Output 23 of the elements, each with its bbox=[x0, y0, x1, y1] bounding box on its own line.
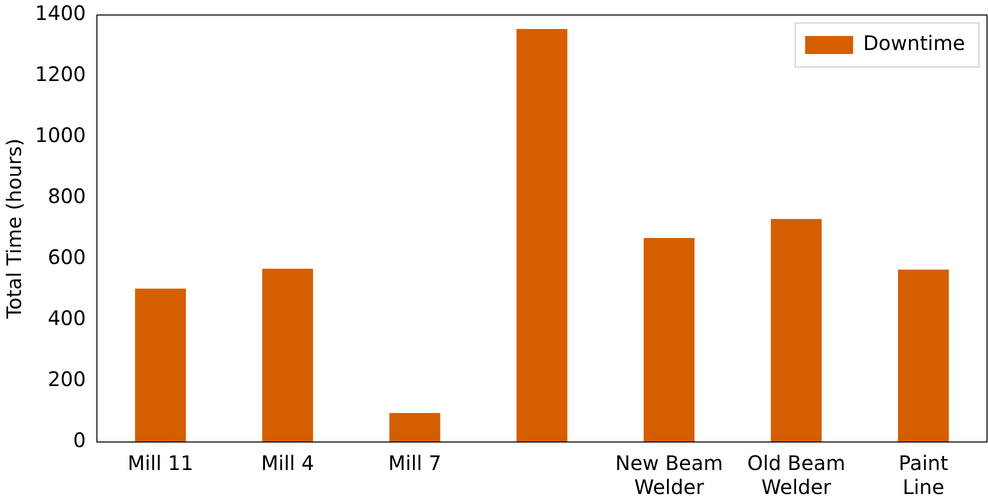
y-tick-label: 800 bbox=[48, 184, 86, 208]
bar bbox=[898, 270, 949, 442]
x-tick-label: Mill 11 bbox=[128, 451, 194, 476]
bar bbox=[262, 268, 314, 442]
bar bbox=[516, 29, 568, 442]
y-tick-label: 200 bbox=[48, 367, 86, 392]
y-tick-label: 0 bbox=[73, 428, 86, 452]
legend-label: Downtime bbox=[863, 31, 966, 56]
x-tick-label: Mill 4 bbox=[261, 451, 314, 476]
bar bbox=[389, 413, 440, 442]
bar bbox=[644, 238, 695, 442]
x-tick-label: New Beam Welder bbox=[615, 451, 723, 500]
bar bbox=[770, 219, 822, 442]
y-tick-label: 1400 bbox=[34, 1, 86, 26]
bar bbox=[135, 288, 186, 442]
x-tick-label: Paint Line bbox=[898, 451, 948, 500]
y-tick-label: 1200 bbox=[34, 62, 86, 86]
y-tick-label: 1000 bbox=[34, 123, 86, 148]
x-tick-label: Mill 7 bbox=[388, 451, 442, 476]
x-tick-label: Old Beam Welder bbox=[747, 451, 846, 500]
y-tick-label: 400 bbox=[48, 306, 86, 330]
y-axis-title: Total Time (hours) bbox=[2, 138, 26, 320]
y-tick-label: 600 bbox=[48, 245, 86, 270]
